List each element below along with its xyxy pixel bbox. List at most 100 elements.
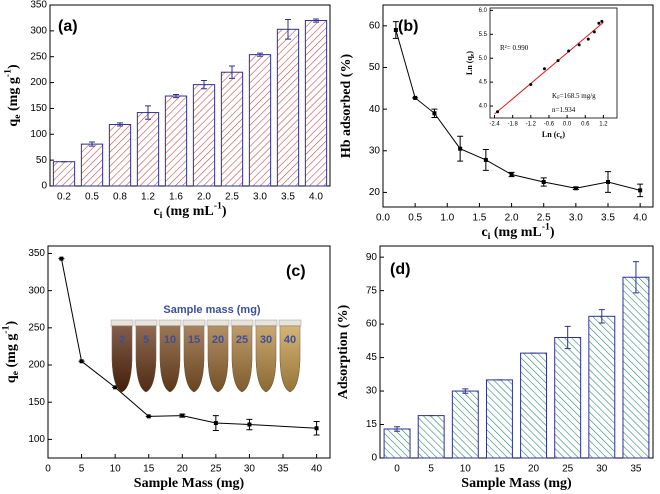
x-tick-label: 3.0 bbox=[569, 213, 583, 224]
y-axis-label: Adsorption (%) bbox=[336, 304, 351, 399]
y-axis-label-part: q bbox=[6, 119, 21, 127]
x-tick-label: -2.4 bbox=[489, 122, 500, 128]
annotation-part: =168.5 mg/g bbox=[560, 92, 596, 100]
x-axis-label-part: (mg mL bbox=[490, 225, 541, 240]
error-bar bbox=[145, 105, 151, 120]
tube-shade bbox=[112, 326, 132, 392]
point bbox=[213, 421, 218, 426]
point bbox=[432, 111, 437, 116]
x-axis-label-part: Sample Mass (mg) bbox=[134, 476, 245, 491]
fit-line bbox=[494, 22, 604, 115]
inset-title: Sample mass (mg) bbox=[163, 304, 261, 316]
y-tick-label: 300 bbox=[28, 285, 45, 296]
line bbox=[60, 258, 317, 429]
x-tick-label: 0.2 bbox=[57, 192, 71, 203]
x-tick-label: 5 bbox=[428, 464, 434, 475]
x-tick-label: 4.0 bbox=[633, 213, 647, 224]
y-axis-label-part: e bbox=[12, 114, 23, 119]
error-bar bbox=[285, 18, 291, 40]
x-tick-label: -0.6 bbox=[544, 122, 555, 128]
point bbox=[393, 27, 398, 32]
x-tick-label: 35 bbox=[630, 464, 642, 475]
bar bbox=[164, 95, 188, 187]
x-axis-label: Sample Mass (mg) bbox=[134, 476, 245, 491]
x-tick-label: 20 bbox=[177, 464, 189, 475]
x-axis-label-part: Ln (c bbox=[542, 130, 560, 139]
annotation-part: F bbox=[557, 96, 560, 101]
bar bbox=[485, 379, 513, 459]
tube-label: 15 bbox=[188, 334, 200, 346]
y-tick-label: 0 bbox=[371, 453, 377, 464]
tube-label: 25 bbox=[236, 334, 248, 346]
x-tick-label: -1.2 bbox=[526, 122, 537, 128]
y-tick-label: 5.5 bbox=[479, 32, 488, 38]
x-tick-label: 2.5 bbox=[225, 192, 239, 203]
y-tick-label: 5.0 bbox=[479, 56, 488, 62]
y-tick-label: 75 bbox=[366, 285, 378, 296]
point bbox=[79, 359, 84, 364]
x-axis-label-part: ) bbox=[562, 130, 565, 139]
x-axis-label-part: e bbox=[560, 135, 563, 141]
point bbox=[556, 59, 560, 63]
x-tick-label: 10 bbox=[460, 464, 472, 475]
x-axis-label-part: (mg mL bbox=[162, 204, 213, 219]
point bbox=[638, 188, 643, 193]
x-tick-label: 0 bbox=[394, 464, 400, 475]
plot-frame bbox=[47, 245, 331, 459]
x-tick-label: 25 bbox=[562, 464, 574, 475]
point bbox=[59, 256, 64, 261]
y-axis-label-part: ) bbox=[6, 64, 21, 69]
tube-cap bbox=[206, 319, 230, 327]
x-tick-label: 15 bbox=[143, 464, 155, 475]
y-tick-label: 20 bbox=[369, 187, 381, 198]
x-tick-label: 0.0 bbox=[563, 122, 572, 128]
annotation: KF=168.5 mg/g bbox=[552, 92, 596, 102]
y-axis-label: Hb adsorbed (%) bbox=[339, 54, 354, 159]
x-axis-label-part: ) bbox=[222, 204, 227, 219]
y-tick-label: 45 bbox=[366, 352, 378, 363]
error-bar bbox=[257, 52, 263, 57]
error-bar bbox=[598, 309, 605, 324]
y-axis-label-part: e bbox=[10, 370, 21, 375]
plot-frame bbox=[382, 4, 654, 208]
x-axis-label-part: c bbox=[153, 204, 159, 219]
error-bar bbox=[564, 325, 571, 350]
y-tick-label: 30 bbox=[369, 145, 381, 156]
y-tick-label: 250 bbox=[28, 322, 45, 333]
x-axis-label: ci (mg mL-1) bbox=[481, 222, 554, 243]
y-axis-label: Ln (qe) bbox=[465, 51, 476, 75]
bar bbox=[622, 276, 650, 459]
annotation: n=1.934 bbox=[552, 106, 576, 114]
panel-label: (b) bbox=[398, 18, 418, 35]
x-tick-label: 3.5 bbox=[601, 213, 615, 224]
tube-cap bbox=[254, 319, 278, 327]
x-tick-label: 1.0 bbox=[440, 213, 454, 224]
x-tick-label: 0.8 bbox=[113, 192, 127, 203]
x-tick-label: 35 bbox=[277, 464, 289, 475]
tube-label: 20 bbox=[212, 334, 224, 346]
point bbox=[597, 21, 601, 25]
x-axis-label: ci (mg mL-1) bbox=[153, 201, 226, 222]
point bbox=[509, 172, 514, 177]
point bbox=[483, 157, 488, 162]
x-axis-label-part: -1 bbox=[542, 222, 550, 233]
point bbox=[113, 385, 118, 390]
y-tick-label: 250 bbox=[30, 51, 47, 62]
y-axis-label-part: -1 bbox=[1, 325, 12, 333]
panel-label: (a) bbox=[58, 18, 78, 35]
point bbox=[496, 110, 500, 114]
x-tick-label: 5 bbox=[79, 464, 85, 475]
annotation-part: R²= 0.990 bbox=[500, 44, 529, 52]
x-tick-label: 25 bbox=[210, 464, 222, 475]
x-tick-label: 2.0 bbox=[505, 213, 519, 224]
tube-label: 30 bbox=[260, 334, 272, 346]
error-bar bbox=[462, 388, 469, 394]
error-bar bbox=[229, 65, 235, 79]
tube-cap bbox=[278, 319, 302, 327]
x-tick-label: 30 bbox=[244, 464, 256, 475]
x-tick-label: 40 bbox=[311, 464, 323, 475]
x-tick-label: 2.5 bbox=[537, 213, 551, 224]
y-tick-label: 200 bbox=[30, 77, 47, 88]
x-tick-label: 0.5 bbox=[85, 192, 99, 203]
x-tick-label: 4.0 bbox=[309, 192, 323, 203]
